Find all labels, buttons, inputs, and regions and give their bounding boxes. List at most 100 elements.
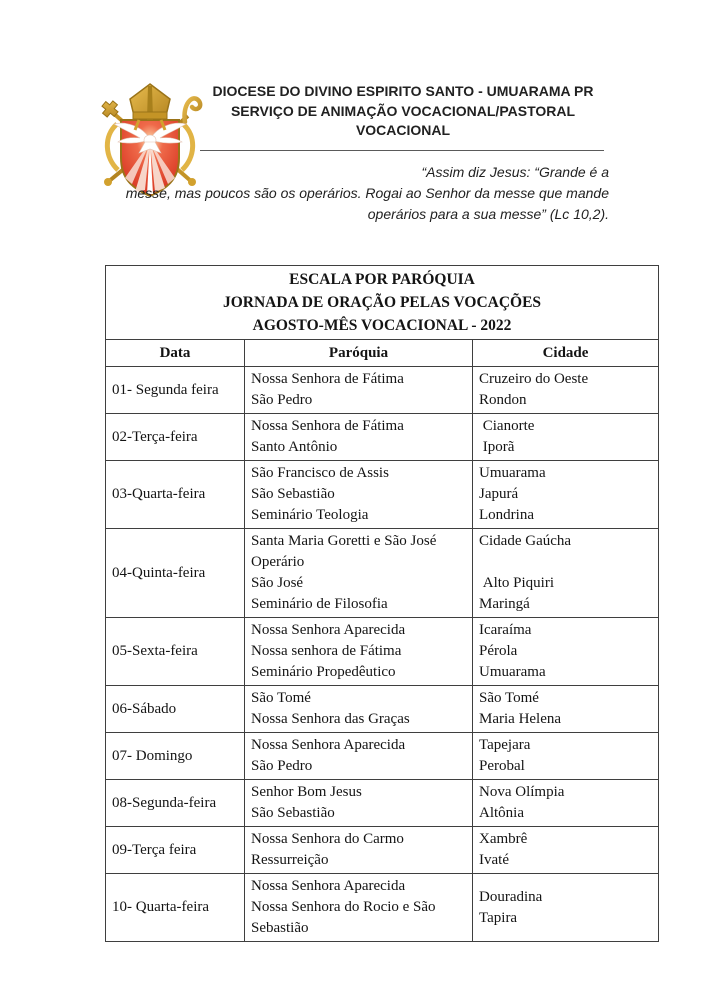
cell-line: 05-Sexta-feira (112, 643, 198, 659)
letterhead-line-3: VOCACIONAL (355, 122, 451, 138)
table-row: 02-Terça-feira Nossa Senhora de Fátima San… (105, 413, 660, 461)
cell-line: São Francisco de Assis (251, 465, 389, 481)
quote-line-3: operários para a sua messe” (Lc 10,2). (367, 206, 609, 222)
cell-line: São Sebastião (251, 805, 335, 821)
table-header-row: Data Paróquia Cidade (105, 339, 660, 367)
mitre-icon (129, 83, 171, 131)
cell-line (479, 552, 652, 573)
cell-line: Umuarama (479, 664, 546, 680)
cell-line: 01- Segunda feira (112, 381, 219, 398)
cell-line: Nossa Senhora do Carmo (251, 831, 404, 847)
cell-line: Seminário de Filosofia (251, 596, 388, 612)
cell-data: 01- Segunda feira (105, 366, 245, 414)
cell-line: Nossa senhora de Fátima (251, 643, 402, 659)
cell-line: Nossa Senhora Aparecida (251, 878, 406, 894)
cell-data: 03-Quarta-feira (105, 460, 245, 529)
cell-paroquia: Nossa Senhora Aparecida Nossa Senhora do … (244, 873, 473, 942)
cell-cidade: Cidade Gaúcha Alto Piquiri Maringá (471, 528, 660, 618)
cell-line: 04-Quinta-feira (112, 564, 206, 581)
cell-line: Seminário Teologia (251, 507, 369, 523)
letterhead-line-1: DIOCESE DO DIVINO ESPIRITO SANTO - UMUAR… (212, 83, 594, 99)
cell-line: 08-Segunda-feira (112, 794, 217, 811)
cell-cidade: São Tomé Maria Helena (471, 685, 660, 733)
cell-line: Seminário Propedêutico (251, 664, 396, 680)
cell-line: Iporã (479, 439, 515, 455)
table-title-line-2: JORNADA DE ORAÇÃO PELAS VOCAÇÕES (222, 294, 542, 311)
cell-line: Japurá (479, 486, 519, 502)
table-title: ESCALA POR PARÓQUIA JORNADA DE ORAÇÃO PE… (104, 265, 660, 340)
table-row: 01- Segunda feira Nossa Senhora de Fátima… (105, 366, 660, 414)
cell-data: 04-Quinta-feira (105, 528, 245, 618)
cell-data: 07- Domingo (105, 732, 245, 780)
cell-data: 10- Quarta-feira (105, 873, 245, 942)
cell-paroquia: Santa Maria Goretti e São José Operário Sã… (244, 528, 473, 618)
cell-cidade: Cruzeiro do Oeste Rondon (471, 366, 660, 414)
cell-line: Maringá (479, 596, 530, 612)
cell-line: Nossa Senhora do Rocio e São (251, 899, 436, 915)
cell-data: 09-Terça feira (105, 826, 245, 874)
cell-paroquia: Nossa Senhora Aparecida São Pedro (244, 732, 473, 780)
header-divider (200, 150, 604, 151)
cell-line: São Pedro (251, 758, 313, 774)
crozier-icon (182, 96, 203, 125)
table-row: 03-Quarta-feira São Francisco de Assis São… (105, 460, 660, 529)
cell-line: Nossa Senhora das Graças (251, 711, 410, 727)
cell-line: 10- Quarta-feira (112, 899, 210, 915)
cell-cidade: Douradina Tapira (471, 873, 660, 942)
cell-line: Cidade Gaúcha (479, 533, 572, 549)
letterhead-line-2: SERVIÇO DE ANIMAÇÃO VOCACIONAL/PASTORAL (230, 102, 576, 119)
cell-cidade: Xambrê Ivaté (471, 826, 660, 874)
cell-line: Pérola (479, 643, 518, 659)
cell-line: Ressurreição (251, 852, 329, 868)
cell-line: Nossa Senhora Aparecida (251, 622, 406, 638)
table-row: 05-Sexta-feira Nossa Senhora Aparecida Nos… (105, 617, 660, 686)
ribbon-icon (104, 122, 196, 172)
cell-line: Rondon (479, 392, 527, 408)
cell-paroquia: Nossa Senhora de Fátima São Pedro (244, 366, 473, 414)
quote-line-1: “Assim diz Jesus: “Grande é a (421, 164, 609, 180)
cell-line: Santa Maria Goretti e São José (251, 533, 437, 549)
cell-cidade: Cianorte Iporã (471, 413, 660, 461)
cell-cidade: Tapejara Perobal (471, 732, 660, 780)
cell-line: Operário (251, 554, 305, 570)
cell-line: Douradina (479, 888, 543, 905)
table-row: 04-Quinta-feira Santa Maria Goretti e São… (105, 528, 660, 618)
cell-cidade: Icaraíma Pérola Umuarama (471, 617, 660, 686)
cell-line: Cianorte (479, 418, 535, 434)
cell-line: São Pedro (251, 392, 313, 408)
schedule-table-body: 01- Segunda feira Nossa Senhora de Fátima… (105, 366, 660, 942)
key-icon (101, 100, 119, 118)
cell-cidade: Umuarama Japurá Londrina (471, 460, 660, 529)
cell-paroquia: São Tomé Nossa Senhora das Graças (244, 685, 473, 733)
cell-data: 05-Sexta-feira (105, 617, 245, 686)
cell-paroquia: Nossa Senhora Aparecida Nossa senhora de … (244, 617, 473, 686)
column-header-paroquia: Paróquia (244, 339, 473, 367)
cell-line: Senhor Bom Jesus (251, 784, 362, 800)
quote-line-2: messe, mas poucos são os operários. Roga… (125, 185, 609, 201)
cell-line: Nossa Senhora Aparecida (251, 737, 406, 753)
cell-line: Xambrê (479, 831, 528, 847)
table-row: 08-Segunda-feira Senhor Bom Jesus São Seba… (105, 779, 660, 827)
dove-icon (113, 122, 187, 154)
cell-line: 02-Terça-feira (112, 428, 198, 445)
cell-cidade: Nova Olímpia Altônia (471, 779, 660, 827)
cell-line: 03-Quarta-feira (112, 486, 206, 502)
cell-line: Nossa Senhora de Fátima (251, 418, 404, 434)
light-rays-icon (125, 142, 175, 194)
table-title-line-3: AGOSTO-MÊS VOCACIONAL - 2022 (252, 317, 512, 334)
cell-line: Ivaté (479, 852, 509, 868)
cell-line: São Tomé (479, 690, 539, 706)
cell-paroquia: Nossa Senhora de Fátima Santo Antônio (244, 413, 473, 461)
table-row: 09-Terça feira Nossa Senhora do Carmo Ress… (105, 826, 660, 874)
table-row: 06-Sábado São Tomé Nossa Senhora das Graça… (105, 685, 660, 733)
schedule-table: ESCALA POR PARÓQUIA JORNADA DE ORAÇÃO PE… (104, 265, 660, 942)
cell-data: 02-Terça-feira (105, 413, 245, 461)
cell-line: Icaraíma (479, 622, 532, 638)
cell-paroquia: Nossa Senhora do Carmo Ressurreição (244, 826, 473, 874)
scripture-quote: “Assim diz Jesus: “Grande é a messe, mas… (97, 162, 609, 225)
cell-line: Alto Piquiri (479, 575, 555, 591)
cell-line: São Tomé (251, 690, 311, 706)
cell-line: Nossa Senhora de Fátima (251, 371, 404, 387)
